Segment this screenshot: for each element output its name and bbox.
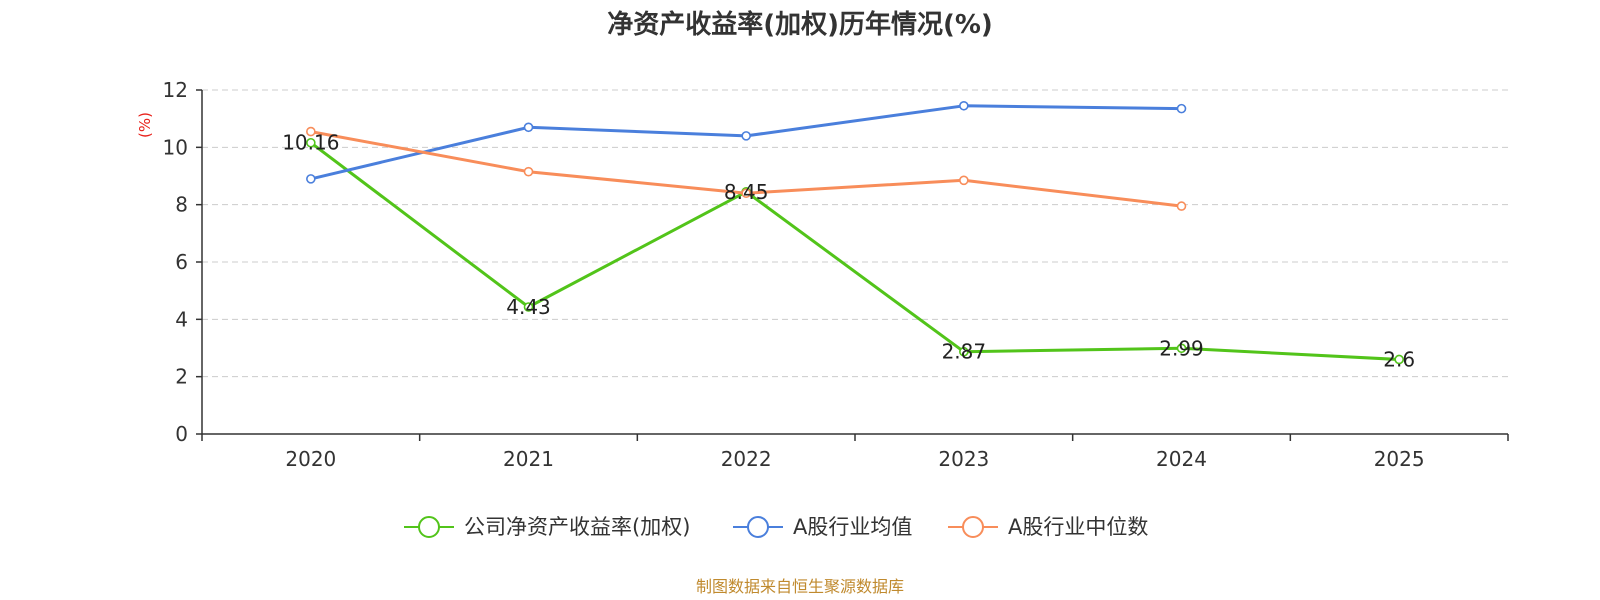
series-1-point-2020 (306, 174, 316, 184)
legend-item-0[interactable]: 公司净资产收益率(加权) (404, 515, 690, 539)
y-tick-label: 4 (175, 307, 188, 331)
legend-item-1[interactable]: A股行业均值 (733, 515, 912, 539)
chart-title: 净资产收益率(加权)历年情况(%) (607, 9, 993, 40)
legend-label: A股行业中位数 (1008, 515, 1148, 539)
legend: 公司净资产收益率(加权) A股行业均值 A股行业中位数 (404, 515, 1148, 539)
data-label-2024: 2.99 (1159, 336, 1204, 360)
x-tick-label-2025: 2025 (1374, 447, 1425, 471)
data-label-2025: 2.6 (1383, 347, 1415, 371)
y-tick-label: 2 (175, 365, 188, 389)
gridlines (202, 89, 1508, 378)
series-line-0 (309, 141, 1400, 361)
legend-marker (747, 516, 769, 538)
series-2-point-2020 (306, 126, 316, 137)
x-tick-label-2020: 2020 (285, 447, 336, 471)
series-lines (306, 100, 1404, 365)
x-tick-label-2022: 2022 (721, 447, 772, 471)
axes: 0 2 4 6 8 10 12 2020 2021 2022 2023 2024 2025 (163, 78, 1509, 471)
series-line-1 (310, 104, 1182, 181)
legend-label: 公司净资产收益率(加权) (464, 515, 690, 539)
data-label-2023: 2.87 (942, 340, 987, 364)
series-0-point-2025 (1394, 354, 1404, 365)
series-1-point-2023 (959, 100, 969, 111)
x-tick-label-2024: 2024 (1156, 447, 1207, 471)
series-0-point-2020 (306, 137, 316, 148)
series-2-point-2022 (741, 188, 751, 198)
data-label-2020: 10.16 (282, 131, 339, 155)
y-tick-label: 6 (175, 250, 188, 274)
y-tick-label: 10 (163, 135, 188, 159)
y-axis-unit-label: (%) (136, 112, 154, 138)
data-labels: 10.16 4.43 8.45 2.87 2.99 2.6 (282, 131, 1415, 372)
x-tick-label-2021: 2021 (503, 447, 554, 471)
series-2-point-2023 (959, 175, 969, 186)
y-tick-label: 0 (175, 422, 188, 446)
data-label-2022: 8.45 (724, 180, 769, 204)
series-0-point-2024 (1176, 343, 1187, 354)
legend-item-2[interactable]: A股行业中位数 (948, 515, 1148, 539)
y-tick-label: 12 (163, 78, 188, 102)
y-tick-label: 8 (175, 193, 188, 217)
series-0-point-2023 (959, 346, 969, 357)
legend-label: A股行业均值 (793, 515, 912, 539)
series-0-point-2021 (523, 302, 534, 312)
series-2-point-2024 (1176, 201, 1187, 211)
series-2-point-2021 (523, 166, 534, 177)
legend-marker (962, 516, 984, 538)
series-1-point-2021 (523, 122, 534, 133)
legend-marker (418, 516, 440, 538)
x-tick-label-2023: 2023 (938, 447, 989, 471)
series-1-point-2024 (1176, 103, 1187, 114)
data-label-2021: 4.43 (506, 295, 551, 319)
series-1-point-2022 (741, 131, 751, 141)
source-note: 制图数据来自恒生聚源数据库 (696, 577, 904, 596)
